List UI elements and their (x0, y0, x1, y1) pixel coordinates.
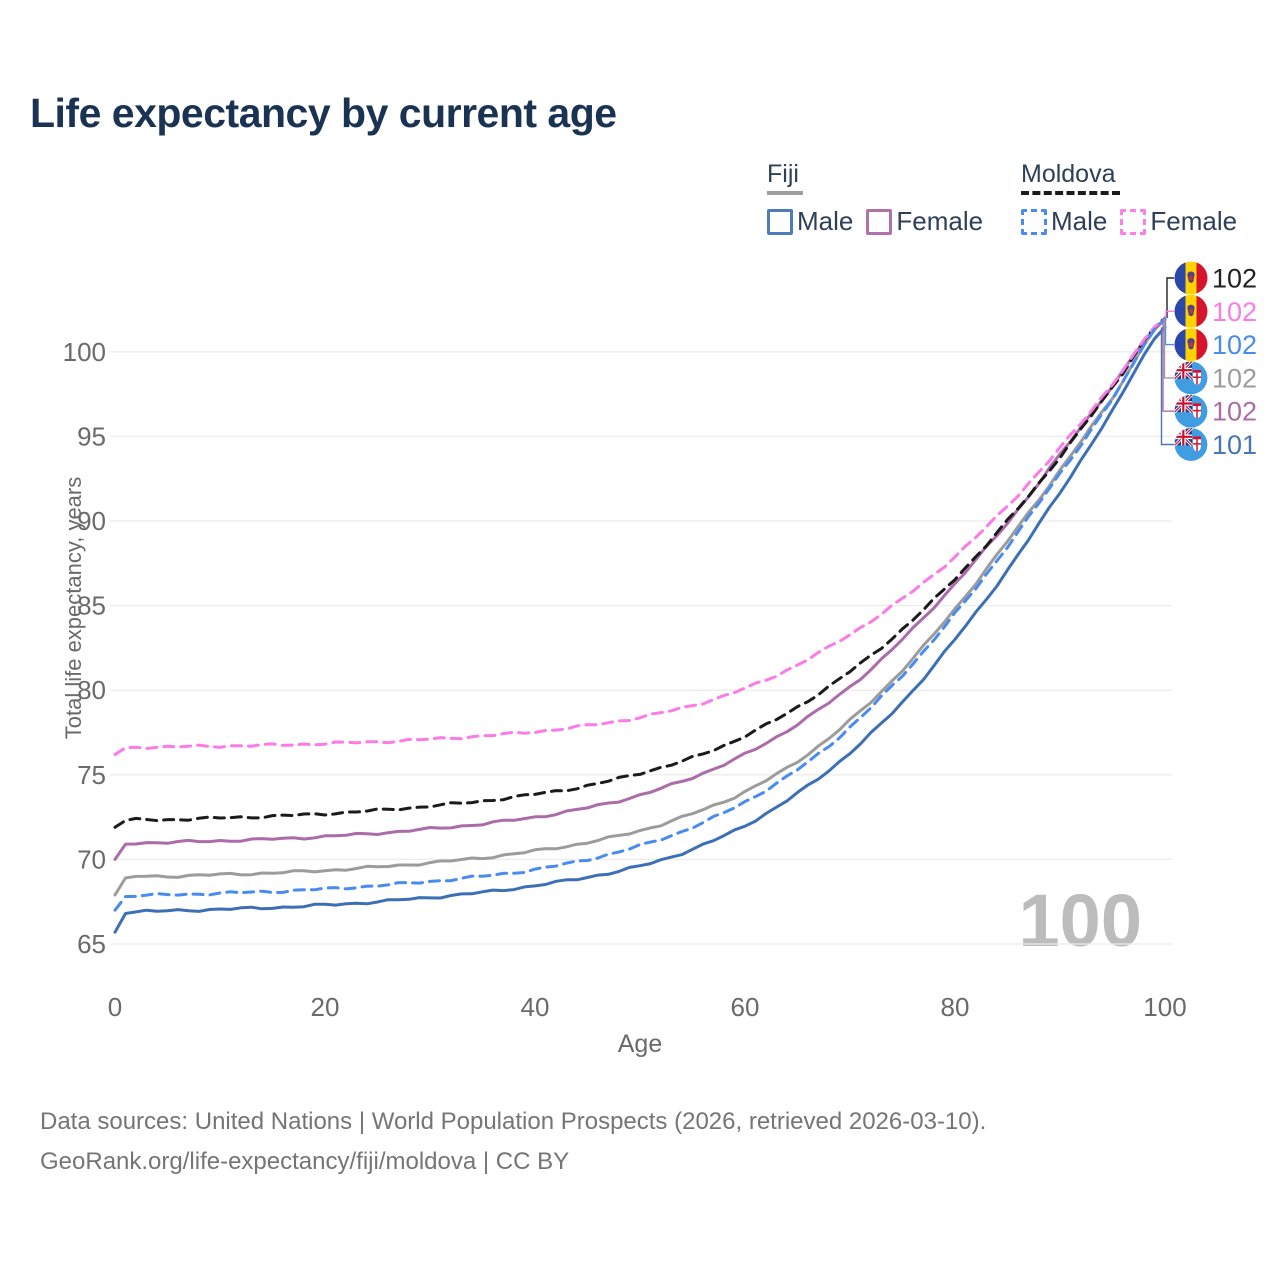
end-value-label-moldova-male: 102 (1212, 330, 1257, 360)
series-line-fiji-female[interactable] (113, 318, 1167, 861)
fiji-flag-icon (1174, 361, 1208, 395)
legend-swatch-fiji-male[interactable] (767, 208, 793, 235)
legend-label-fiji-male[interactable]: Male (797, 206, 854, 236)
tooltip-connector-3 (1163, 319, 1174, 379)
end-value-label-fiji-male: 101 (1212, 430, 1257, 460)
end-value-label-moldova-female: 102 (1212, 297, 1257, 327)
tooltip-connector-1 (1165, 310, 1174, 319)
legend-group-fiji: Fiji Male Female (767, 160, 996, 237)
footer-data-sources: Data sources: United Nations | World Pop… (40, 1108, 987, 1135)
legend-swatch-moldova-female[interactable] (1120, 208, 1147, 235)
tooltip-connector-5 (1160, 327, 1174, 446)
legend-group-moldova: Moldova Male Female (1021, 160, 1250, 237)
legend-label-moldova-female[interactable]: Female (1150, 206, 1238, 236)
legend-fiji-line-sample (767, 191, 803, 195)
x-axis-title: Age (617, 1030, 663, 1058)
x-tick-40: 40 (521, 992, 550, 1022)
y-tick-70: 70 (77, 844, 106, 874)
fiji-flag-icon (1174, 394, 1208, 428)
legend-label-fiji-female[interactable]: Female (896, 206, 984, 236)
y-tick-90: 90 (77, 506, 106, 536)
end-value-label-moldova: 102 (1212, 264, 1257, 294)
x-tick-80: 80 (941, 992, 970, 1022)
x-tick-20: 20 (311, 992, 340, 1022)
y-tick-80: 80 (77, 675, 106, 705)
x-tick-60: 60 (731, 992, 760, 1022)
hover-age-indicator: 100 (1018, 879, 1142, 962)
y-tick-95: 95 (77, 421, 106, 451)
legend-swatch-fiji-female[interactable] (866, 208, 893, 235)
y-tick-75: 75 (77, 760, 106, 790)
y-axis-title: Total life expectancy, years (61, 476, 86, 740)
legend-moldova-line-sample (1021, 191, 1120, 195)
y-tick-65: 65 (77, 929, 106, 959)
series-line-moldova-female[interactable] (113, 316, 1167, 756)
page-title: Life expectancy by current age (30, 90, 617, 136)
tooltip-connector-4 (1162, 319, 1174, 412)
y-tick-85: 85 (77, 591, 106, 621)
x-tick-0: 0 (108, 992, 122, 1022)
tooltip-connector-2 (1164, 318, 1174, 346)
footer-attribution[interactable]: GeoRank.org/life-expectancy/fiji/moldova… (40, 1148, 570, 1175)
end-value-label-fiji: 102 (1212, 363, 1257, 393)
legend-fiji-title[interactable]: Fiji (767, 160, 799, 188)
legend-swatch-moldova-male[interactable] (1021, 208, 1047, 235)
series-line-fiji-male[interactable] (113, 325, 1167, 934)
y-tick-100: 100 (63, 337, 106, 367)
legend-label-moldova-male[interactable]: Male (1051, 206, 1108, 236)
series-line-fiji[interactable] (113, 317, 1167, 897)
x-tick-100: 100 (1143, 992, 1186, 1022)
legend-moldova-title[interactable]: Moldova (1021, 160, 1116, 188)
fiji-flag-icon (1174, 428, 1208, 461)
moldova-flag-icon (1174, 328, 1208, 362)
tooltip-connector-0 (1166, 277, 1174, 318)
series-line-moldova-male[interactable] (113, 317, 1167, 912)
end-value-label-fiji-female: 102 (1212, 397, 1257, 427)
moldova-flag-icon (1174, 294, 1208, 328)
moldova-flag-icon (1174, 261, 1208, 295)
series-line-moldova[interactable] (113, 316, 1167, 829)
